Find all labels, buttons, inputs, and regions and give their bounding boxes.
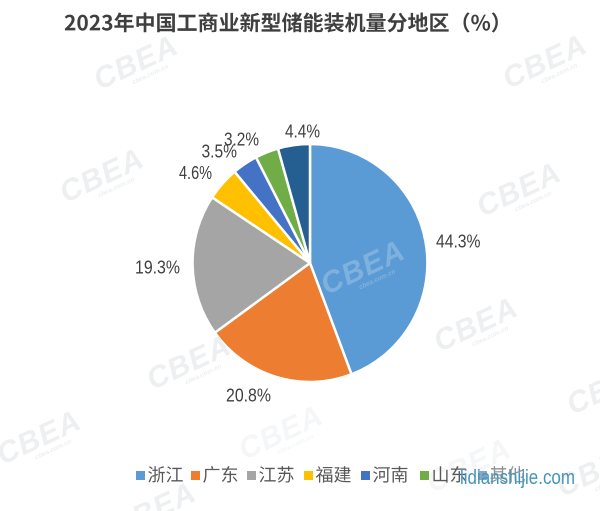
svg-text:4.4%: 4.4%: [285, 121, 320, 142]
svg-text:4.6%: 4.6%: [179, 162, 212, 183]
svg-text:19.3%: 19.3%: [135, 257, 180, 278]
svg-text:44.3%: 44.3%: [436, 231, 481, 252]
svg-text:3.2%: 3.2%: [224, 129, 259, 150]
svg-text:3.5%: 3.5%: [202, 141, 238, 162]
svg-text:lidianshijie.com: lidianshijie.com: [460, 467, 575, 489]
svg-text:20.8%: 20.8%: [226, 385, 271, 406]
